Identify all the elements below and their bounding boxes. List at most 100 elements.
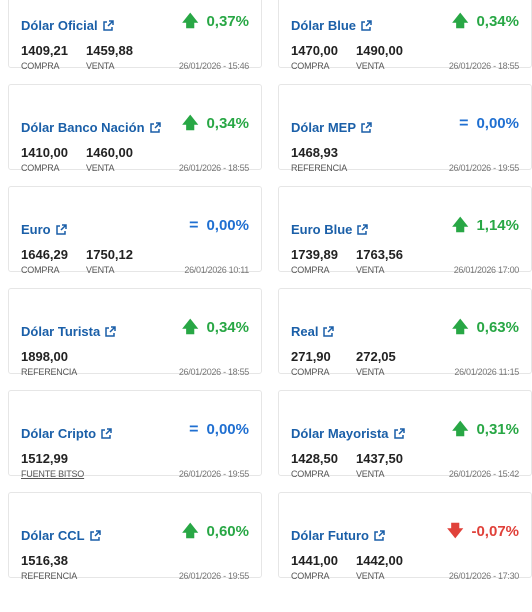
quote-title-link[interactable]: Dólar Oficial xyxy=(21,18,114,33)
variation-value: 0,34% xyxy=(206,319,249,336)
arrow-up-icon: 🡅 xyxy=(452,318,469,336)
quote-card: Dólar Blue 🡅 0,34% 1470,00 COMPRA 1490,00 VENT… xyxy=(278,0,532,71)
variation-value: 0,37% xyxy=(206,13,249,30)
quote-title-link[interactable]: Dólar Cripto xyxy=(21,426,112,441)
timestamp: 26/01/2026 - 15:42 xyxy=(448,469,519,479)
value-label: VENTA xyxy=(356,265,385,275)
arrow-up-icon: 🡅 xyxy=(452,216,469,234)
values-row: 1470,00 COMPRA 1490,00 VENTA xyxy=(291,43,421,71)
external-link-icon xyxy=(373,529,385,542)
value-label: COMPRA xyxy=(291,469,330,479)
values-row: 1516,38 REFERENCIA xyxy=(21,553,86,581)
external-link-icon xyxy=(393,427,405,440)
quote-title-link[interactable]: Dólar Futuro xyxy=(291,528,385,543)
quote-title-link[interactable]: Dólar Mayorista xyxy=(291,426,405,441)
variation: 🡅 1,14% xyxy=(452,217,519,234)
value-label: VENTA xyxy=(356,367,385,377)
quote-card: Real 🡅 0,63% 271,90 COMPRA 272,05 VENTA 26/01/2… xyxy=(278,288,532,377)
value-box: 1490,00 VENTA xyxy=(356,43,421,71)
quote-value: 1459,88 xyxy=(86,43,133,58)
variation-value: -0,07% xyxy=(471,523,519,540)
arrow-up-icon: 🡅 xyxy=(452,12,469,30)
values-row: 1409,21 COMPRA 1459,88 VENTA xyxy=(21,43,151,71)
quote-title: Dólar Mayorista xyxy=(291,426,389,441)
variation: = 0,00% xyxy=(189,421,249,438)
value-label: VENTA xyxy=(86,163,115,173)
values-row: 1441,00 COMPRA 1442,00 VENTA xyxy=(291,553,421,581)
quote-title: Dólar Turista xyxy=(21,324,101,339)
quote-value: 1428,50 xyxy=(291,451,338,466)
variation: 🡅 0,63% xyxy=(452,319,519,336)
quote-card: Dólar CCL 🡅 0,60% 1516,38 REFERENCIA 26/01/20… xyxy=(8,492,262,581)
external-link-icon xyxy=(55,223,67,236)
quote-title-link[interactable]: Euro xyxy=(21,222,67,237)
quote-title: Dólar MEP xyxy=(291,120,357,135)
value-box: 1437,50 VENTA xyxy=(356,451,421,479)
value-box: 1441,00 COMPRA xyxy=(291,553,356,581)
external-link-icon xyxy=(149,121,161,134)
external-link-icon xyxy=(100,427,112,440)
quote-value: 1470,00 xyxy=(291,43,338,58)
quote-title: Real xyxy=(291,324,319,339)
external-link-icon xyxy=(356,223,369,236)
timestamp: 26/01/2026 - 15:46 xyxy=(178,61,249,71)
value-box: 1646,29 COMPRA xyxy=(21,247,86,275)
equal-icon: = xyxy=(189,420,199,438)
timestamp: 26/01/2026 - 18:55 xyxy=(178,163,249,173)
variation-value: 0,63% xyxy=(476,319,519,336)
quote-card: Dólar Mayorista 🡅 0,31% 1428,50 COMPRA 1437,5… xyxy=(278,390,532,479)
equal-icon: = xyxy=(459,114,469,132)
timestamp: 26/01/2026 10:11 xyxy=(184,265,249,275)
value-label: COMPRA xyxy=(21,163,60,173)
value-box: 1739,89 COMPRA xyxy=(291,247,356,275)
quote-title-link[interactable]: Dólar MEP xyxy=(291,120,372,135)
values-row: 1410,00 COMPRA 1460,00 VENTA xyxy=(21,145,151,173)
value-box: 1428,50 COMPRA xyxy=(291,451,356,479)
value-box: 1410,00 COMPRA xyxy=(21,145,86,173)
variation: = 0,00% xyxy=(189,217,249,234)
variation-value: 0,31% xyxy=(476,421,519,438)
quote-value: 1490,00 xyxy=(356,43,403,58)
quote-value: 1409,21 xyxy=(21,43,68,58)
quote-title-link[interactable]: Dólar Banco Nación xyxy=(21,120,161,135)
value-label: REFERENCIA xyxy=(291,163,348,173)
value-label: VENTA xyxy=(86,265,115,275)
quote-title: Dólar Cripto xyxy=(21,426,97,441)
quote-title-link[interactable]: Dólar Turista xyxy=(21,324,116,339)
value-label: COMPRA xyxy=(291,265,330,275)
quote-card: Dólar Cripto = 0,00% 1512,99 FUENTE BITSO 26/… xyxy=(8,390,262,479)
value-box: 1468,93 REFERENCIA xyxy=(291,145,356,173)
quote-value: 1468,93 xyxy=(291,145,338,160)
quote-value: 1437,50 xyxy=(356,451,403,466)
variation-value: 1,14% xyxy=(476,217,519,234)
quote-card: Euro = 0,00% 1646,29 COMPRA 1750,12 VENTA 26/01… xyxy=(8,186,262,275)
quote-card: Dólar Futuro 🡇 -0,07% 1441,00 COMPRA 1442,00 V… xyxy=(278,492,532,581)
quote-title-link[interactable]: Euro Blue xyxy=(291,222,369,237)
quote-title: Dólar CCL xyxy=(21,528,85,543)
quote-value: 1739,89 xyxy=(291,247,338,262)
value-box: 1459,88 VENTA xyxy=(86,43,151,71)
quote-card: Dólar Oficial 🡅 0,37% 1409,21 COMPRA 1459,88 V… xyxy=(8,0,262,71)
value-label: REFERENCIA xyxy=(21,367,78,377)
arrow-up-icon: 🡅 xyxy=(182,114,199,132)
timestamp: 26/01/2026 - 17:30 xyxy=(448,571,519,581)
variation: 🡅 0,60% xyxy=(182,523,249,540)
external-link-icon xyxy=(360,121,372,134)
external-link-icon xyxy=(104,325,116,338)
quote-title: Dólar Futuro xyxy=(291,528,369,543)
timestamp: 26/01/2026 - 18:55 xyxy=(448,61,519,71)
value-label: COMPRA xyxy=(21,265,60,275)
quote-title-link[interactable]: Real xyxy=(291,324,335,339)
external-link-icon xyxy=(102,19,114,32)
value-label: COMPRA xyxy=(291,571,330,581)
variation-value: 0,34% xyxy=(476,13,519,30)
quote-title-link[interactable]: Dólar Blue xyxy=(291,18,372,33)
value-box: 272,05 VENTA xyxy=(356,349,421,377)
quote-title-link[interactable]: Dólar CCL xyxy=(21,528,101,543)
value-label[interactable]: FUENTE BITSO xyxy=(21,469,85,479)
timestamp: 26/01/2026 - 19:55 xyxy=(178,571,249,581)
value-box: 1763,56 VENTA xyxy=(356,247,421,275)
quote-value: 271,90 xyxy=(291,349,331,364)
variation: 🡇 -0,07% xyxy=(447,523,519,540)
quote-card: Dólar MEP = 0,00% 1468,93 REFERENCIA 26/01/20… xyxy=(278,84,532,173)
